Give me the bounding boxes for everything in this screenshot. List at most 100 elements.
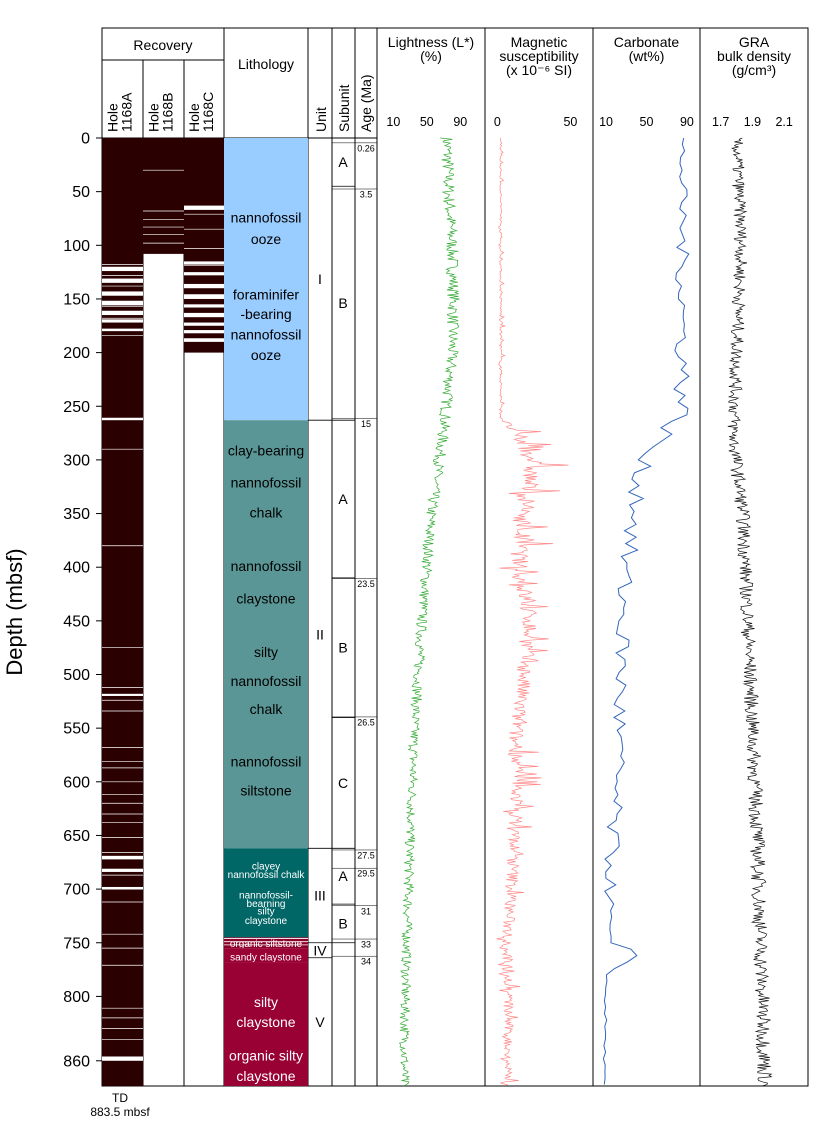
subunit-label: B <box>338 915 347 931</box>
subunit-label: C <box>338 775 348 791</box>
series-title: GRA <box>739 34 770 50</box>
age-label: 27.5 <box>357 850 375 860</box>
recovered-core <box>184 138 224 353</box>
age-label: 33 <box>361 940 371 950</box>
hole-label: 1168A <box>119 92 135 132</box>
lithology-unit-block <box>224 962 308 1086</box>
no-recovery-gap <box>102 291 143 296</box>
lithology-header: Lithology <box>238 56 294 72</box>
no-recovery-gap <box>102 693 143 696</box>
age-label: 3.5 <box>360 190 373 200</box>
subunit-label: B <box>338 640 347 656</box>
lithology-label: silty <box>254 994 278 1010</box>
lithology-label: bearning <box>247 899 286 910</box>
lithology-label: claystone <box>236 590 295 606</box>
lithology-label: ooze <box>251 347 282 363</box>
lithology-label: nannofossil <box>231 475 302 491</box>
no-recovery-gap <box>102 319 143 323</box>
recovered-core <box>143 138 184 254</box>
series-tick-label: 90 <box>680 115 694 129</box>
lithology-label: nannofossil <box>231 209 302 225</box>
recovery-header: Recovery <box>133 37 192 53</box>
no-recovery-gap <box>184 330 224 334</box>
series-tick-label: 10 <box>386 115 400 129</box>
no-recovery-gap <box>102 310 143 316</box>
subunit-label: A <box>338 154 348 170</box>
lithology-label: clayey <box>252 861 280 872</box>
depth-tick-label: 650 <box>63 828 90 845</box>
series-tick-label: 0 <box>494 115 501 129</box>
age-label: 31 <box>361 906 371 916</box>
recovered-core <box>102 138 143 1086</box>
no-recovery-gap <box>102 278 143 283</box>
lithology-label: chalk <box>250 505 284 521</box>
lithology-label: claystone <box>236 1068 295 1084</box>
unit-label: I <box>318 271 322 287</box>
lithology-label: nannofossil chalk <box>228 870 306 881</box>
series-title: (g/cm³) <box>732 62 776 78</box>
depth-tick-label: 800 <box>63 989 90 1006</box>
series-title: Magnetic <box>511 34 568 50</box>
unit-label: V <box>315 1014 325 1030</box>
lithology-unit-block <box>224 948 308 963</box>
lithology-label: silty <box>257 907 274 918</box>
hole-label: Hole <box>186 103 202 132</box>
depth-axis-title: Depth (mbsf) <box>2 548 27 675</box>
series-title: bulk density <box>717 48 791 64</box>
lithology-label: -bearing <box>240 306 291 322</box>
lithology-label: clay-bearing <box>228 442 304 458</box>
unit-label: IV <box>313 942 327 958</box>
depth-tick-label: 550 <box>63 721 90 738</box>
unit-header: Unit <box>313 107 329 132</box>
depth-tick-label: 100 <box>63 238 90 255</box>
no-recovery-gap <box>102 855 143 860</box>
depth-tick-label: 200 <box>63 345 90 362</box>
series-tick-label: 1.9 <box>744 115 761 129</box>
series-title: Lightness (L*) <box>388 34 474 50</box>
series-title: (wt%) <box>629 48 665 64</box>
unit-label: III <box>314 888 326 904</box>
age-label: 26.5 <box>357 717 375 727</box>
lithology-label: nannofossil <box>231 558 302 574</box>
lithology-label: ooze <box>251 231 282 247</box>
no-recovery-gap <box>184 283 224 289</box>
stratigraphy-columns: IIIIIIIVVABABCAB0.263.51523.526.527.529.… <box>308 142 377 1030</box>
no-recovery-gap <box>102 886 143 890</box>
lithology-unit-block <box>224 138 308 421</box>
series-tick-label: 50 <box>420 115 434 129</box>
depth-tick-label: 860 <box>63 1053 90 1070</box>
age-label: 0.26 <box>357 143 375 153</box>
lithology-column: nannofossil ooze foraminifer -bearing nannof… <box>224 138 308 1086</box>
no-recovery-gap <box>102 266 143 272</box>
lithology-label: chalk <box>250 701 284 717</box>
depth-tick-label: 250 <box>63 399 90 416</box>
no-recovery-gap <box>184 261 224 265</box>
no-recovery-gap <box>102 301 143 306</box>
age-label: 23.5 <box>357 579 375 589</box>
series-tick-label: 1.7 <box>712 115 729 129</box>
lithology-unit-block <box>224 420 308 849</box>
subunit-label: A <box>338 868 348 884</box>
depth-tick-label: 300 <box>63 452 90 469</box>
no-recovery-gap <box>102 868 143 872</box>
lithology-label: organic siltstone <box>230 939 303 950</box>
no-recovery-gap <box>184 338 224 342</box>
depth-tick-label: 150 <box>63 291 90 308</box>
series-line <box>398 137 460 1086</box>
lithology-label: nannofossil <box>231 326 302 342</box>
depth-tick-label: 500 <box>63 667 90 684</box>
series-tick-label: 50 <box>640 115 654 129</box>
hole-label: 1168B <box>160 93 176 132</box>
lithology-unit-block <box>224 848 308 938</box>
depth-tick-label: 450 <box>63 613 90 630</box>
series-title: susceptibility <box>499 48 578 64</box>
series-tick-label: 50 <box>563 115 577 129</box>
no-recovery-gap <box>184 312 224 318</box>
no-recovery-gap <box>184 322 224 326</box>
series-tick-label: 90 <box>453 115 467 129</box>
hole-label: Hole <box>146 103 162 132</box>
series-title: Carbonate <box>614 34 680 50</box>
depth-tick-label: 0 <box>81 131 90 148</box>
hole-label: 1168C <box>200 92 216 132</box>
